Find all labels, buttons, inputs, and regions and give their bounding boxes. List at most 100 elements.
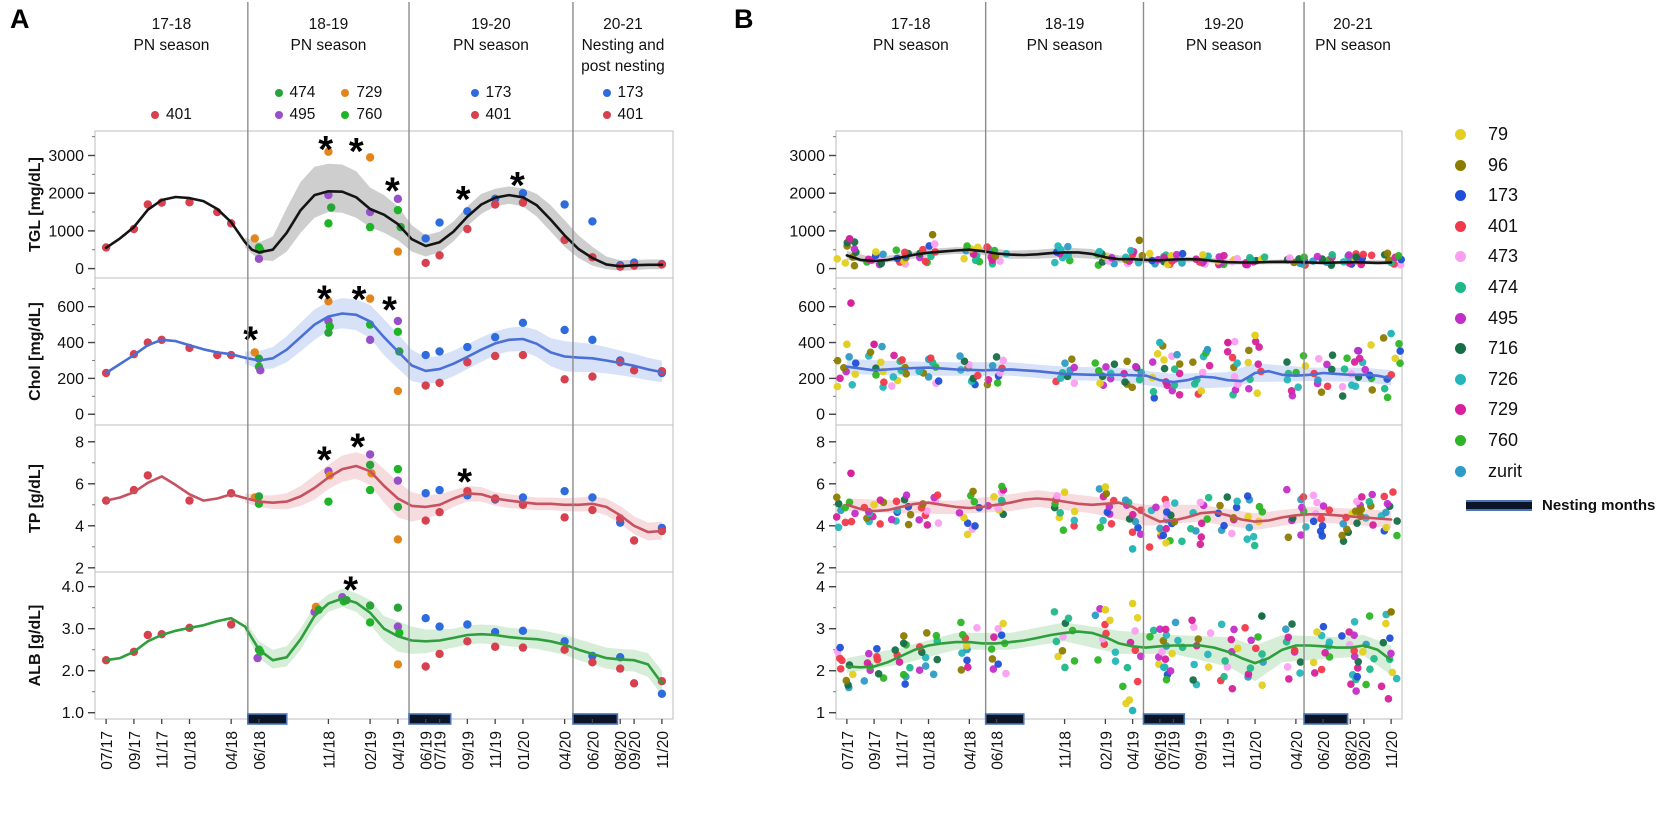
data-point bbox=[988, 361, 997, 370]
data-point-173 bbox=[435, 218, 444, 227]
data-point bbox=[1052, 637, 1061, 646]
x-tick-label: 08/20 bbox=[613, 731, 630, 770]
data-point bbox=[1162, 631, 1171, 639]
data-point-173 bbox=[421, 489, 430, 498]
data-point-173 bbox=[435, 485, 444, 495]
x-tick-label: 02/19 bbox=[1098, 731, 1115, 770]
y-tick-label: 600 bbox=[57, 299, 84, 316]
data-point bbox=[1227, 635, 1236, 644]
data-point-760 bbox=[393, 205, 403, 215]
data-point bbox=[1110, 259, 1118, 268]
plot-frame bbox=[94, 571, 674, 720]
data-point bbox=[906, 510, 915, 519]
data-point bbox=[1102, 363, 1110, 371]
x-tick-label: 09/20 bbox=[627, 731, 644, 770]
data-point-401 bbox=[463, 358, 472, 367]
season-legend-row: 173 bbox=[411, 84, 571, 102]
legend-dot-icon bbox=[1455, 373, 1466, 385]
data-point-401 bbox=[490, 200, 500, 209]
data-point-401 bbox=[435, 507, 444, 517]
right-legend-item-96: 96 bbox=[1455, 155, 1508, 176]
data-point bbox=[1354, 657, 1363, 666]
data-point bbox=[1230, 337, 1239, 346]
y-axis-title: Chol [mg/dL] bbox=[27, 302, 44, 401]
season-legend-row: 401 bbox=[575, 106, 671, 124]
data-point bbox=[921, 257, 930, 266]
data-point bbox=[1243, 492, 1252, 500]
data-point-79 bbox=[1101, 606, 1110, 614]
data-point bbox=[833, 254, 842, 263]
significance-asterisk: * bbox=[382, 290, 397, 332]
season-header-17-18: 17-18 PN season bbox=[97, 14, 246, 56]
data-point-173 bbox=[435, 347, 444, 356]
data-point bbox=[1058, 647, 1067, 655]
data-point-760 bbox=[393, 327, 403, 336]
data-point bbox=[900, 248, 909, 257]
data-point-729 bbox=[365, 294, 375, 303]
data-point bbox=[1152, 503, 1160, 512]
data-point bbox=[1131, 646, 1140, 655]
legend-dot-icon bbox=[470, 111, 479, 119]
data-point bbox=[1197, 533, 1206, 541]
data-point-760 bbox=[324, 497, 333, 506]
x-tick-label: 01/18 bbox=[182, 731, 199, 770]
data-point-173 bbox=[588, 493, 597, 502]
data-point bbox=[876, 496, 885, 505]
data-point bbox=[873, 644, 881, 653]
data-point bbox=[1095, 247, 1104, 256]
legend-dot-icon bbox=[274, 89, 283, 97]
y-tick-label: 2 bbox=[816, 663, 825, 680]
y-tick-label: 2 bbox=[75, 560, 84, 577]
data-point bbox=[1133, 613, 1142, 622]
season-header-line: 18-19 bbox=[308, 16, 349, 33]
data-point bbox=[1221, 657, 1229, 665]
y-tick-label: 8 bbox=[75, 434, 84, 451]
data-point bbox=[1319, 622, 1328, 631]
data-point bbox=[1070, 379, 1079, 388]
data-point bbox=[1244, 512, 1252, 521]
data-point bbox=[1051, 258, 1059, 267]
data-point bbox=[1314, 376, 1322, 384]
data-point bbox=[1245, 523, 1254, 532]
data-point bbox=[898, 356, 906, 364]
trend-line bbox=[104, 464, 664, 534]
data-point bbox=[1119, 682, 1127, 691]
data-point bbox=[1148, 358, 1157, 366]
x-tick-label: 07/17 bbox=[99, 731, 116, 770]
data-point bbox=[895, 658, 904, 666]
trend-line bbox=[845, 248, 1393, 265]
x-tick-label: 09/17 bbox=[127, 731, 144, 770]
data-point bbox=[1230, 373, 1239, 381]
data-point bbox=[1223, 493, 1232, 501]
x-tick-label: 11/19 bbox=[1221, 731, 1238, 769]
data-point-495 bbox=[365, 335, 375, 345]
x-tick-label: 09/19 bbox=[460, 731, 477, 770]
data-point bbox=[1367, 251, 1376, 260]
right-legend-item-zurit: zurit bbox=[1455, 461, 1522, 482]
data-point bbox=[1223, 347, 1232, 356]
data-point-401 bbox=[616, 664, 625, 673]
data-point bbox=[1220, 521, 1228, 530]
data-point bbox=[1205, 361, 1214, 370]
data-point-79 bbox=[843, 340, 851, 349]
data-point bbox=[850, 261, 859, 270]
nesting-months-bar-icon bbox=[1466, 500, 1532, 511]
data-point-401 bbox=[421, 381, 430, 390]
season-header-20-21: 20-21 Nesting and post nesting bbox=[575, 14, 671, 77]
significance-asterisk: * bbox=[317, 279, 332, 321]
data-point bbox=[900, 632, 908, 640]
data-point bbox=[1162, 539, 1170, 547]
data-point bbox=[1070, 516, 1079, 525]
data-point-495 bbox=[253, 653, 262, 663]
x-tick-label: 09/19 bbox=[1194, 731, 1211, 770]
data-point bbox=[1053, 492, 1061, 500]
data-point bbox=[1283, 358, 1291, 366]
y-tick-label: 3.0 bbox=[62, 621, 84, 638]
data-point bbox=[1228, 529, 1236, 538]
data-point bbox=[1123, 663, 1132, 672]
data-point bbox=[1387, 371, 1396, 379]
data-point bbox=[1284, 633, 1293, 642]
scatter-points bbox=[833, 299, 1405, 402]
data-point bbox=[1204, 493, 1213, 502]
